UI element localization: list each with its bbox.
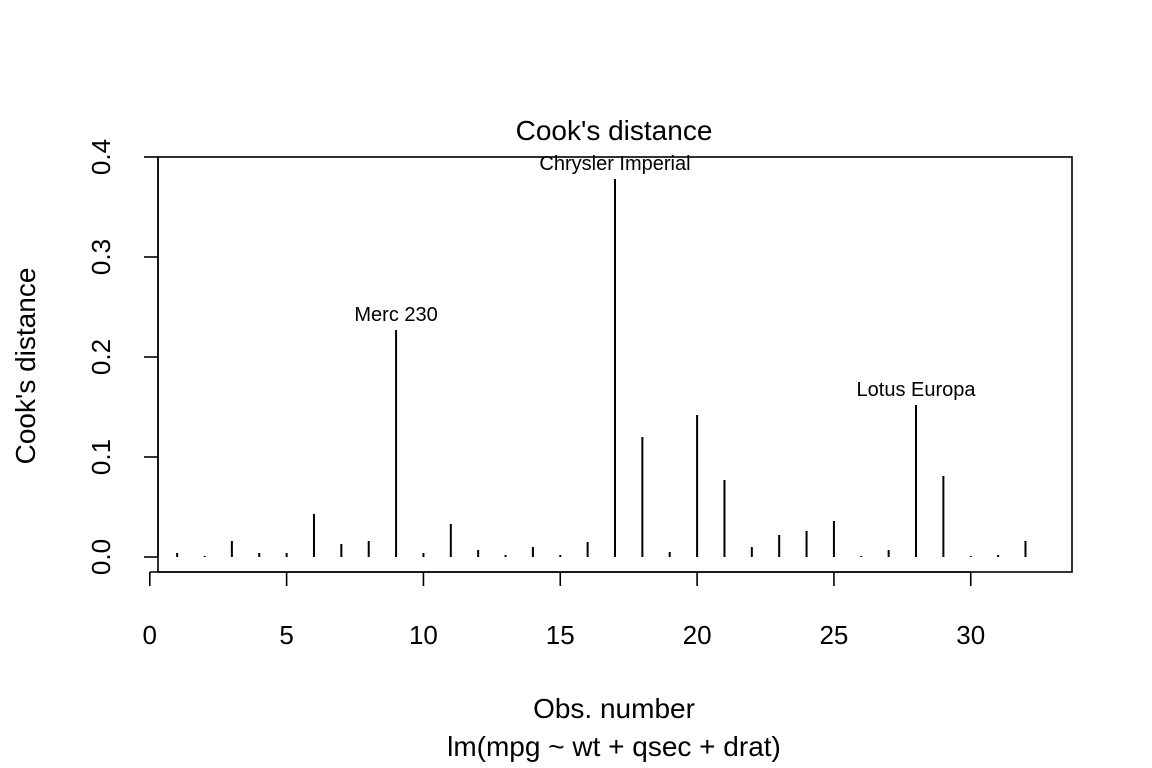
x-tick-label: 25 <box>819 620 848 650</box>
x-tick-label: 0 <box>143 620 157 650</box>
x-tick-label: 15 <box>546 620 575 650</box>
x-tick-label: 5 <box>279 620 293 650</box>
y-tick-label: 0.3 <box>86 239 116 275</box>
annotation-label: Lotus Europa <box>857 379 977 401</box>
x-axis-title: Obs. number <box>533 693 695 724</box>
annotation-label: Merc 230 <box>354 304 437 326</box>
x-tick-label: 30 <box>956 620 985 650</box>
y-tick-label: 0.2 <box>86 339 116 375</box>
y-axis-title: Cook's distance <box>10 268 41 465</box>
bar-series <box>176 179 1027 557</box>
y-tick-label: 0.1 <box>86 439 116 475</box>
y-tick-label: 0.0 <box>86 539 116 575</box>
y-axis: 0.0 0.1 0.2 0.3 0.4 <box>86 139 159 575</box>
x-axis: 0 5 10 15 20 25 30 <box>143 571 985 650</box>
annotation-label: Chrysler Imperial <box>539 153 690 175</box>
x-tick-label: 20 <box>683 620 712 650</box>
point-annotations: Merc 230 Chrysler Imperial Lotus Europa <box>354 153 976 401</box>
x-tick-label: 10 <box>409 620 438 650</box>
chart-subtitle: lm(mpg ~ wt + qsec + drat) <box>447 731 781 762</box>
chart-title: Cook's distance <box>516 115 713 146</box>
y-tick-label: 0.4 <box>86 139 116 175</box>
